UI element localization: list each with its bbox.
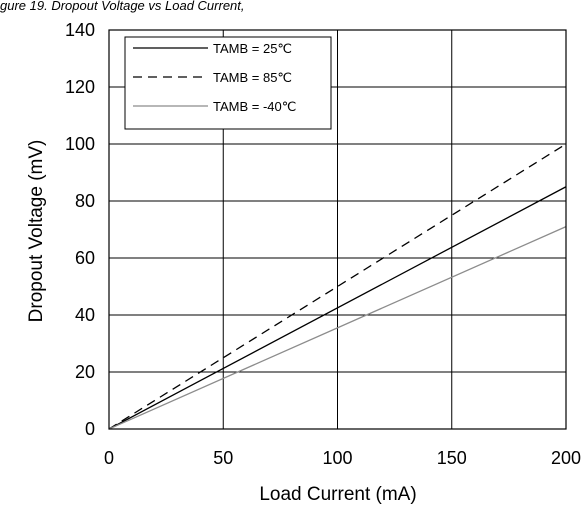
x-tick-label: 0 [104, 448, 114, 468]
plot-series [108, 143, 567, 430]
y-tick-label: 80 [75, 191, 95, 211]
grid-lines [109, 30, 566, 429]
legend-label: TAMB = -40℃ [213, 99, 296, 114]
legend-label: TAMB = 85℃ [213, 70, 292, 85]
x-tick-label: 150 [437, 448, 467, 468]
y-tick-label: 0 [85, 419, 95, 439]
legend: TAMB = 25℃ TAMB = 85℃ TAMB = -40℃ [124, 36, 332, 130]
y-tick-label: 100 [65, 134, 95, 154]
figure-caption: gure 19. Dropout Voltage vs Load Current… [0, 0, 245, 13]
y-axis-title: Dropout Voltage (mV) [26, 140, 47, 323]
x-axis-title: Load Current (mA) [259, 484, 416, 505]
x-tick-label: 200 [551, 448, 581, 468]
axis-ticks: 0 50 100 150 200 0 20 40 60 80 100 120 140 [65, 20, 581, 468]
y-tick-label: 140 [65, 20, 95, 40]
series-line [108, 186, 567, 430]
plot-area-frame [108, 29, 567, 430]
x-tick-label: 50 [213, 448, 233, 468]
legend-box [124, 36, 332, 130]
legend-label: TAMB = 25℃ [213, 41, 292, 56]
series-line [108, 226, 567, 430]
y-tick-label: 60 [75, 248, 95, 268]
y-tick-label: 120 [65, 77, 95, 97]
y-tick-label: 40 [75, 305, 95, 325]
x-tick-label: 100 [322, 448, 352, 468]
y-tick-label: 20 [75, 362, 95, 382]
